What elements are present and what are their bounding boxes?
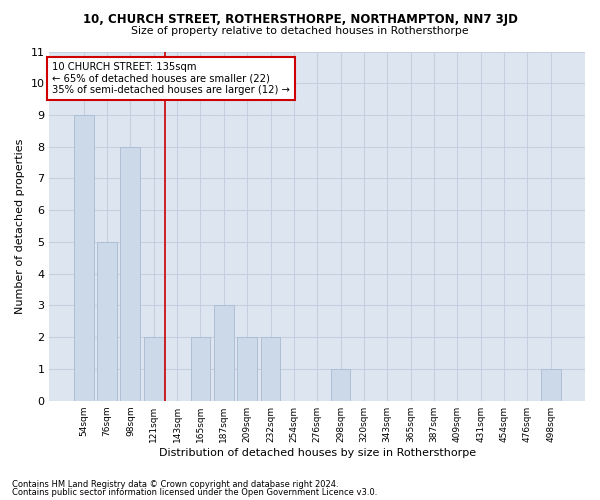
Bar: [191, 337, 211, 400]
Bar: [541, 369, 560, 400]
Bar: [214, 306, 234, 400]
Bar: [237, 337, 257, 400]
Bar: [121, 146, 140, 400]
Bar: [74, 115, 94, 401]
Text: 10 CHURCH STREET: 135sqm
← 65% of detached houses are smaller (22)
35% of semi-d: 10 CHURCH STREET: 135sqm ← 65% of detach…: [52, 62, 290, 95]
Text: Contains HM Land Registry data © Crown copyright and database right 2024.: Contains HM Land Registry data © Crown c…: [12, 480, 338, 489]
X-axis label: Distribution of detached houses by size in Rothersthorpe: Distribution of detached houses by size …: [158, 448, 476, 458]
Bar: [260, 337, 280, 400]
Y-axis label: Number of detached properties: Number of detached properties: [15, 138, 25, 314]
Text: Contains public sector information licensed under the Open Government Licence v3: Contains public sector information licen…: [12, 488, 377, 497]
Text: 10, CHURCH STREET, ROTHERSTHORPE, NORTHAMPTON, NN7 3JD: 10, CHURCH STREET, ROTHERSTHORPE, NORTHA…: [83, 12, 517, 26]
Bar: [97, 242, 117, 400]
Text: Size of property relative to detached houses in Rothersthorpe: Size of property relative to detached ho…: [131, 26, 469, 36]
Bar: [144, 337, 164, 400]
Bar: [331, 369, 350, 400]
